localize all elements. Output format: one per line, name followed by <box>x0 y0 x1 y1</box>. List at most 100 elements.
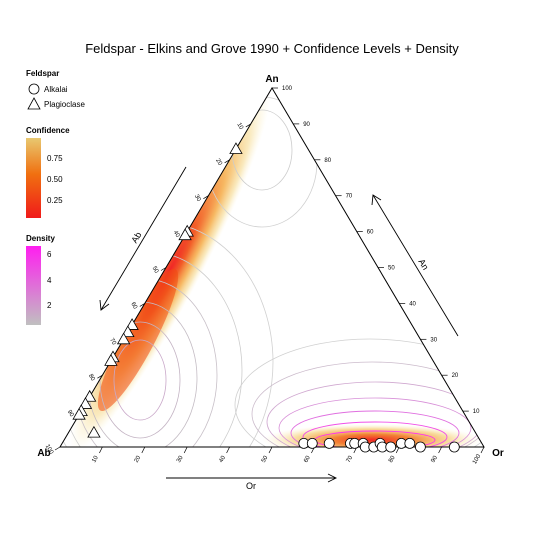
confidence-tick-0: 0.75 <box>47 154 63 163</box>
density-tick-1: 4 <box>47 276 52 285</box>
ab-tick-label: 20 <box>214 158 223 167</box>
density-tick-0: 6 <box>47 250 52 259</box>
plagioclase-point <box>125 318 139 330</box>
alkalai-confidence-region <box>262 424 482 447</box>
ab-tick-label: 30 <box>193 194 202 203</box>
plagioclase-point <box>72 407 86 420</box>
legend-label-alkalai: Alkalai <box>44 85 68 94</box>
alkalai-density-contour <box>302 421 448 447</box>
ab-tick-label: 10 <box>235 122 244 131</box>
confidence-colorbar: Confidence 0.75 0.50 0.25 <box>26 126 70 218</box>
or-tick-label: 20 <box>134 455 143 464</box>
confidence-tick-2: 0.25 <box>47 196 63 205</box>
ab-tick-label: 40 <box>172 230 181 239</box>
an-axis-label: An <box>416 257 430 272</box>
plagioclase-density-contour <box>113 339 167 421</box>
alkalai-density-contour <box>290 410 460 447</box>
ab-tick-label: 50 <box>151 266 160 275</box>
chart-title: Feldspar - Elkins and Grove 1990 + Confi… <box>85 41 459 56</box>
ab-axis-ticks: 10 20 30 40 50 60 70 80 90 100 <box>44 122 251 456</box>
alkalai-point <box>404 438 416 449</box>
or-tick-label: 100 <box>472 453 483 465</box>
or-tick-label: 10 <box>91 455 100 464</box>
plagioclase-point <box>121 325 135 338</box>
or-axis-arrow: Or <box>166 473 338 491</box>
an-tick-label: 40 <box>409 301 416 307</box>
ab-axis-arrow: Ab <box>99 166 187 311</box>
an-tick-label: 20 <box>452 373 459 379</box>
or-tick-mark <box>99 446 103 454</box>
legend-title: Feldspar <box>26 69 59 78</box>
legend-label-plagioclase: Plagioclase <box>44 100 85 109</box>
alkalai-point <box>323 438 335 449</box>
legend: Feldspar Alkalai Plagioclase <box>26 69 85 110</box>
or-tick-label: 70 <box>346 455 355 464</box>
alkalai-density-contour <box>234 338 484 447</box>
ab-tick-mark <box>139 303 145 307</box>
density-gradient <box>26 246 41 325</box>
corner-label-an: An <box>265 74 278 85</box>
confidence-title: Confidence <box>26 126 70 135</box>
corner-label-ab: Ab <box>37 448 50 459</box>
an-tick-label: 10 <box>473 409 480 415</box>
ab-tick-mark <box>245 123 251 128</box>
ab-tick-mark <box>54 446 61 451</box>
plagioclase-density-contour <box>60 251 243 447</box>
ab-tick-label: 70 <box>108 337 117 346</box>
an-tick-label: 80 <box>324 158 331 164</box>
or-tick-mark <box>268 446 273 454</box>
density-colorbar: Density 6 4 2 <box>26 234 55 325</box>
an-axis-ticks: 10 20 30 40 50 60 70 80 90 100 <box>272 86 480 415</box>
plagioclase-point <box>178 228 192 241</box>
ab-tick-mark <box>160 267 167 271</box>
ab-tick-label: 90 <box>66 409 75 418</box>
or-tick-label: 40 <box>218 455 227 464</box>
plagioclase-point <box>116 332 131 345</box>
or-tick-mark <box>183 446 188 454</box>
confidence-region <box>70 88 482 447</box>
plagioclase-points <box>72 142 243 438</box>
alkalai-point <box>448 441 460 453</box>
ab-tick-label: 80 <box>87 373 96 382</box>
or-tick-mark <box>480 446 485 454</box>
ab-axis-label: Ab <box>129 230 143 245</box>
alkalai-point <box>306 438 318 449</box>
an-tick-label: 50 <box>388 266 395 272</box>
alkalai-point <box>414 441 426 453</box>
ab-tick-mark <box>224 159 230 164</box>
plagioclase-point <box>104 354 118 366</box>
or-tick-label: 60 <box>303 455 312 464</box>
ab-tick-mark <box>203 195 209 200</box>
ab-tick-label: 100 <box>44 444 55 456</box>
or-axis-ticks: 10 20 30 40 50 60 70 80 90 100 <box>91 446 485 465</box>
alkalai-density-contour <box>251 361 484 447</box>
or-tick-label: 30 <box>176 455 185 464</box>
plagioclase-point <box>87 425 101 438</box>
plagioclase-point <box>229 142 243 154</box>
an-tick-label: 90 <box>303 122 310 128</box>
confidence-gradient <box>26 138 41 218</box>
alkalai-point <box>385 441 397 453</box>
an-tick-label: 100 <box>282 86 293 92</box>
plagioclase-point <box>82 389 97 402</box>
confidence-tick-1: 0.50 <box>47 175 63 184</box>
plagioclase-point <box>78 397 93 409</box>
density-title: Density <box>26 234 55 243</box>
or-tick-label: 50 <box>261 455 270 464</box>
or-tick-mark <box>438 446 442 454</box>
an-tick-label: 60 <box>367 230 374 236</box>
ab-tick-label: 60 <box>129 302 138 311</box>
alkalai-points <box>298 438 460 453</box>
legend-triangle-icon <box>27 97 41 110</box>
or-axis-label: Or <box>246 481 256 491</box>
an-axis-arrow: An <box>371 194 459 337</box>
density-tick-2: 2 <box>47 301 52 310</box>
an-tick-label: 70 <box>346 194 353 200</box>
legend-circle-icon <box>28 83 40 95</box>
corner-label-or: Or <box>492 448 504 459</box>
or-tick-label: 80 <box>388 455 397 464</box>
an-tick-label: 30 <box>430 337 437 343</box>
alkalai-density-contour <box>278 397 472 447</box>
or-tick-mark <box>141 446 146 454</box>
